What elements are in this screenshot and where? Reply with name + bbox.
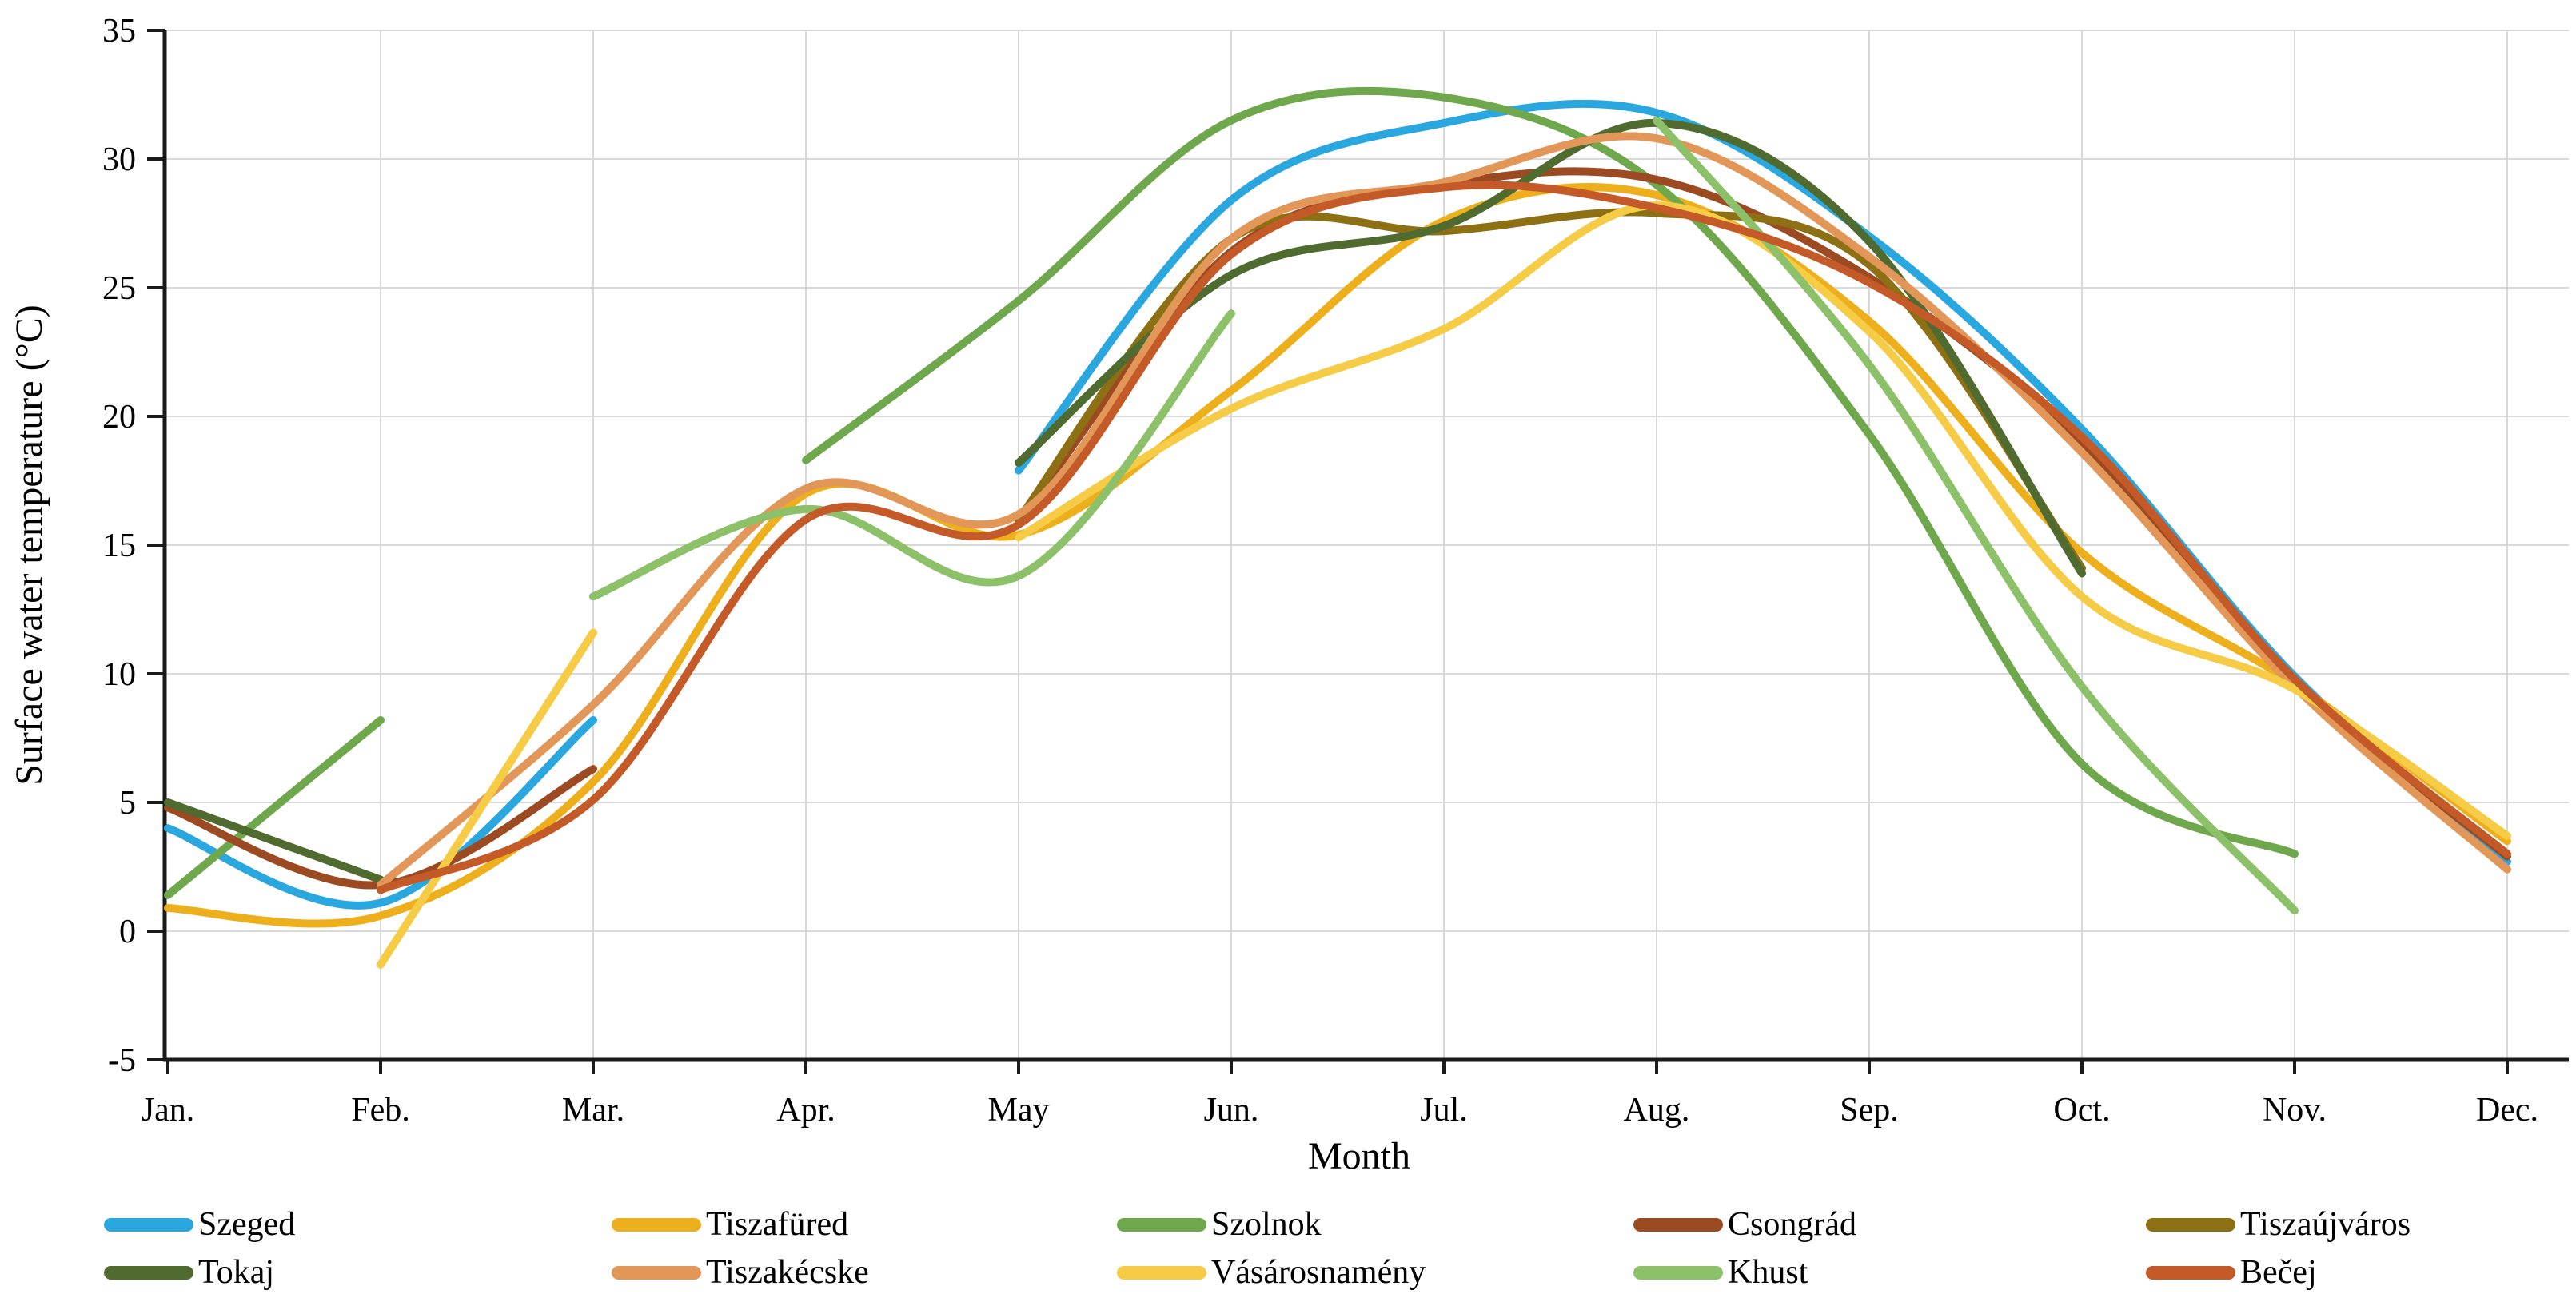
x-tick-label: Sep.	[1840, 1092, 1899, 1129]
y-tick-label: 10	[102, 656, 136, 693]
series-line-Khust	[589, 309, 1235, 601]
series-line-Khust	[1653, 116, 2299, 915]
series-line-Bečej	[377, 181, 2511, 894]
series-line-Csongrád	[1015, 167, 2511, 861]
legend-swatch-icon	[2146, 1217, 2235, 1232]
y-tick-label: 30	[102, 141, 136, 178]
y-tick-label: 35	[102, 13, 136, 50]
legend-item-Szolnok: Szolnok	[1117, 1206, 1322, 1243]
series-lines	[164, 86, 2511, 969]
legend-swatch-icon	[1117, 1265, 1206, 1280]
x-tick-label: Oct.	[2053, 1092, 2110, 1129]
series-line-Tiszaújváros	[1015, 208, 2086, 572]
x-tick-label: Dec.	[2476, 1092, 2538, 1129]
legend-item-Tokaj: Tokaj	[104, 1254, 275, 1291]
legend-item-Tiszakécske: Tiszakécske	[612, 1254, 869, 1291]
x-tick-label: Aug.	[1624, 1092, 1690, 1129]
y-axis-title: Surface water temperature (°C)	[8, 305, 50, 786]
legend-label: Szeged	[198, 1206, 296, 1243]
legend-item-Tiszaújváros: Tiszaújváros	[2146, 1206, 2411, 1243]
y-tick-label: 0	[119, 914, 136, 950]
series-line-Vásárosnamény	[377, 628, 597, 969]
x-tick-label: Jul.	[1420, 1092, 1468, 1129]
y-tick-label: 5	[119, 785, 136, 822]
legend-item-Csongrád: Csongrád	[1633, 1206, 1856, 1243]
y-tick-label: 25	[102, 270, 136, 307]
series-line-Tiszafüred	[164, 183, 2511, 928]
x-axis-title: Month	[1308, 1135, 1410, 1177]
series-line-Szolnok	[164, 715, 385, 899]
legend-swatch-icon	[2146, 1265, 2235, 1280]
legend-label: Tokaj	[198, 1254, 275, 1291]
legend-swatch-icon	[1633, 1217, 1723, 1232]
legend-swatch-icon	[1117, 1217, 1206, 1232]
legend-swatch-icon	[612, 1265, 701, 1280]
legend-label: Tiszaújváros	[2240, 1206, 2411, 1243]
legend-item-Vásárosnamény: Vásárosnamény	[1117, 1254, 1426, 1291]
y-tick-label: 20	[102, 399, 136, 436]
x-tick-label: Jun.	[1204, 1092, 1259, 1129]
x-tick-label: Nov.	[2263, 1092, 2327, 1129]
series-line-Tokaj	[1015, 118, 2086, 578]
axes	[147, 29, 2569, 1074]
x-tick-label: Apr.	[776, 1092, 835, 1129]
legend-swatch-icon	[612, 1217, 701, 1232]
x-tick-label: May	[988, 1092, 1050, 1129]
legend-label: Tiszafüred	[706, 1206, 849, 1243]
legend-label: Csongrád	[1728, 1206, 1856, 1243]
legend-swatch-icon	[104, 1217, 193, 1232]
legend-item-Tiszafüred: Tiszafüred	[612, 1206, 849, 1243]
legend-label: Tiszakécske	[706, 1254, 869, 1291]
gridlines	[165, 30, 2569, 1060]
x-tick-label: Feb.	[351, 1092, 410, 1129]
x-tick-label: Mar.	[562, 1092, 624, 1129]
legend-item-Bečej: Bečej	[2146, 1254, 2317, 1291]
legend-label: Bečej	[2240, 1254, 2317, 1291]
series-line-Tokaj	[164, 798, 385, 884]
legend-label: Szolnok	[1211, 1206, 1322, 1243]
series-line-Szeged	[164, 715, 597, 910]
y-tick-label: -5	[108, 1042, 136, 1079]
legend-label: Vásárosnamény	[1211, 1254, 1426, 1291]
legend-item-Khust: Khust	[1633, 1254, 1808, 1291]
y-tick-label: 15	[102, 528, 136, 564]
legend-item-Szeged: Szeged	[104, 1206, 296, 1243]
series-line-Szolnok	[802, 86, 2299, 858]
legend-swatch-icon	[104, 1265, 193, 1280]
x-tick-label: Jan.	[142, 1092, 195, 1129]
legend-swatch-icon	[1633, 1265, 1723, 1280]
legend-label: Khust	[1728, 1254, 1808, 1291]
